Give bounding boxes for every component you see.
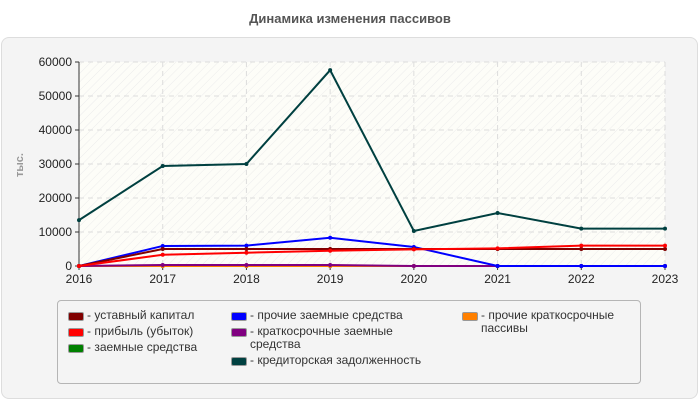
svg-text:2016: 2016: [66, 272, 93, 286]
svg-text:2017: 2017: [149, 272, 176, 286]
legend-item: - прочие заемные средства: [231, 309, 431, 322]
legend-col-2: - прочие заемные средства - краткосрочны…: [231, 309, 431, 370]
svg-text:2023: 2023: [652, 272, 679, 286]
legend-label: - кредиторская задолженность: [250, 353, 422, 367]
legend-label: - уставный капитал: [87, 308, 195, 322]
swatch-icon: [231, 312, 247, 321]
svg-text:10000: 10000: [39, 225, 73, 239]
svg-text:2018: 2018: [233, 272, 260, 286]
legend-item: - кредиторская задолженность: [231, 354, 431, 367]
chart-title: Динамика изменения пассивов: [249, 11, 451, 26]
svg-text:2019: 2019: [317, 272, 344, 286]
svg-text:2020: 2020: [401, 272, 428, 286]
svg-text:0: 0: [65, 259, 72, 273]
swatch-icon: [462, 312, 478, 321]
line-chart: 0 10000 20000 30000 40000 50000 60000 2016 2017 2…: [14, 55, 679, 286]
legend-item: - уставный капитал: [68, 309, 197, 322]
legend-label: - заемные средства: [87, 340, 198, 354]
swatch-icon: [68, 328, 84, 337]
svg-text:60000: 60000: [39, 55, 73, 69]
svg-text:30000: 30000: [39, 157, 73, 171]
swatch-icon: [231, 328, 247, 337]
svg-text:20000: 20000: [39, 191, 73, 205]
legend-label: - прочие заемные средства: [250, 308, 403, 322]
legend-item: - прибыль (убыток): [68, 325, 197, 338]
svg-text:50000: 50000: [39, 89, 73, 103]
swatch-icon: [231, 357, 247, 366]
legend-label: - прочие краткосрочные пассивы: [481, 308, 615, 335]
svg-text:тыс.: тыс.: [14, 153, 26, 177]
legend-col-3: - прочие краткосрочные пассивы: [462, 309, 632, 338]
svg-text:2022: 2022: [568, 272, 595, 286]
swatch-icon: [68, 312, 84, 321]
legend-label: - прибыль (убыток): [87, 324, 194, 338]
svg-text:40000: 40000: [39, 123, 73, 137]
legend: - уставный капитал - прибыль (убыток) - …: [57, 300, 641, 384]
legend-item: - прочие краткосрочные пассивы: [462, 309, 632, 335]
legend-item: - заемные средства: [68, 341, 197, 354]
svg-text:2021: 2021: [484, 272, 511, 286]
legend-label: - краткосрочные заемные средства: [250, 324, 393, 351]
legend-col-1: - уставный капитал - прибыль (убыток) - …: [68, 309, 197, 357]
legend-item: - краткосрочные заемные средства: [231, 325, 431, 351]
swatch-icon: [68, 344, 84, 353]
